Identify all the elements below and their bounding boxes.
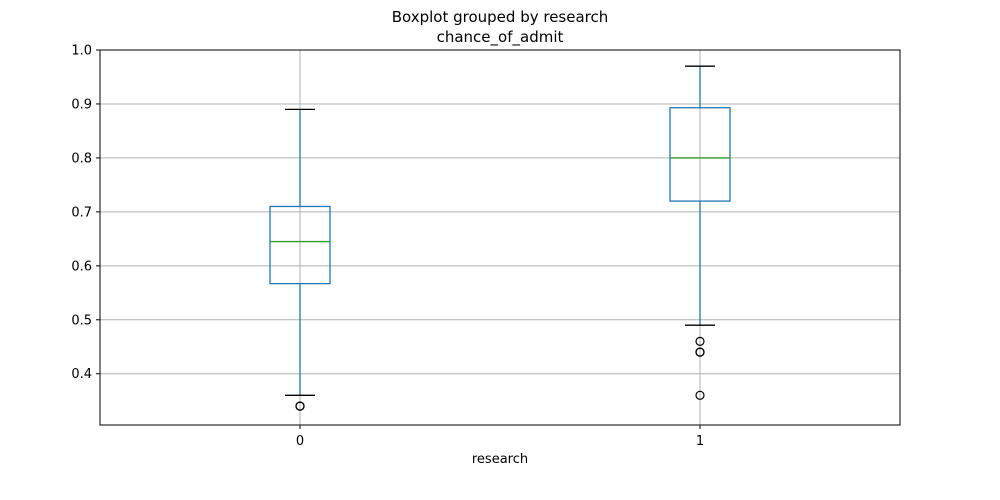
box-iqr bbox=[269, 205, 331, 285]
box-iqr bbox=[669, 107, 731, 202]
y-tick-label: 0.7 bbox=[71, 205, 92, 220]
outlier-point bbox=[695, 390, 705, 400]
outlier-point bbox=[695, 336, 705, 346]
x-axis-label: research bbox=[471, 452, 529, 467]
axes-frame bbox=[99, 49, 901, 426]
y-tick-label: 0.9 bbox=[71, 97, 92, 112]
y-tick-label: 0.4 bbox=[71, 367, 92, 382]
outlier-point bbox=[295, 401, 305, 411]
x-tick-label: 1 bbox=[696, 434, 704, 449]
y-tick-label: 0.8 bbox=[71, 151, 92, 166]
y-tick-label: 1.0 bbox=[71, 44, 92, 59]
chart-suptitle: Boxplot grouped by research bbox=[391, 8, 609, 26]
y-tick-label: 0.5 bbox=[71, 313, 92, 328]
chart-title: chance_of_admit bbox=[436, 28, 564, 46]
outlier-point bbox=[695, 347, 705, 357]
x-tick-label: 0 bbox=[296, 434, 304, 449]
y-tick-label: 0.6 bbox=[71, 259, 92, 274]
